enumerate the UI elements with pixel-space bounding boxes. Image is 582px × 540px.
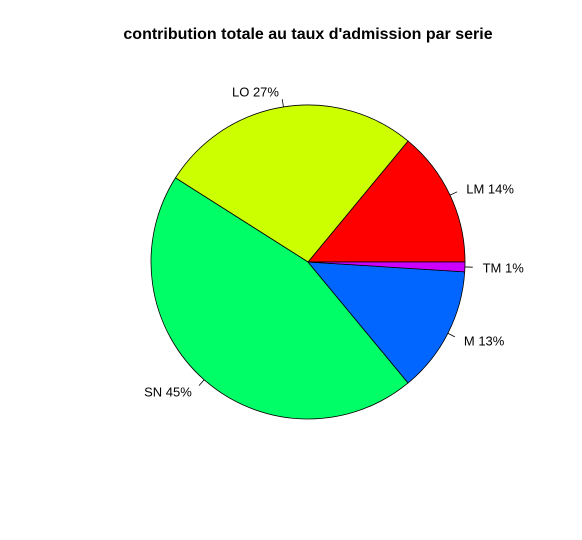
pie-slice-2 [150,177,409,420]
pie-slice-4 [307,261,466,273]
pie-label-tick-1 [281,99,284,107]
pie-label-2: SN 45% [144,385,192,400]
chart-title: contribution totale au taux d'admission … [123,26,492,43]
pie-label-tick-0 [449,191,458,196]
pie-slices [150,104,466,420]
pie-label-3: M 13% [464,333,505,348]
pie-label-tick-3 [447,332,456,338]
pie-label-1: LO 27% [232,84,279,99]
pie-slice-3 [307,261,466,384]
pie-labels: LM 14% LO 27% SN 45% M 13% TM 1% [144,84,524,399]
pie-label-0: LM 14% [466,181,514,196]
pie-label-tick-2 [198,379,205,386]
pie-label-4: TM 1% [483,260,525,275]
